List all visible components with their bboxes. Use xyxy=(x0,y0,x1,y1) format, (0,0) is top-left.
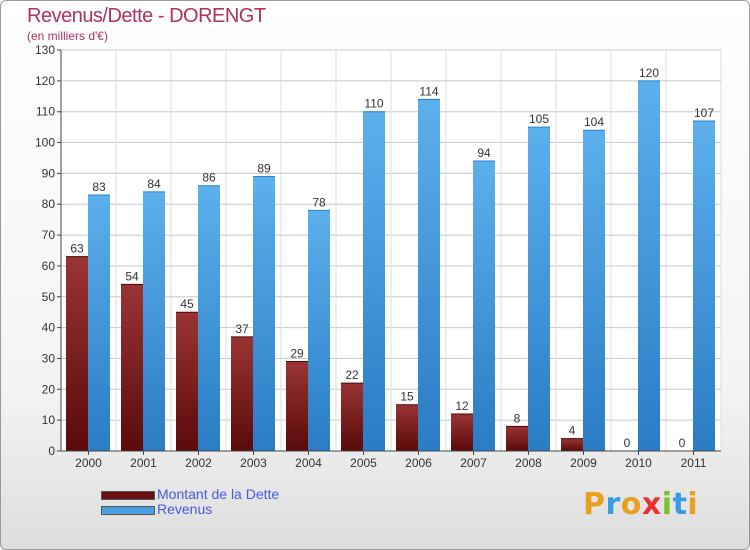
y-tick-label: 100 xyxy=(35,136,55,150)
chart-subtitle: (en milliers d'€) xyxy=(27,29,108,43)
y-tick-label: 0 xyxy=(48,444,55,458)
bar-revenue xyxy=(693,120,715,451)
logo-letter: P xyxy=(583,487,606,522)
bar-debt xyxy=(396,404,418,451)
x-tick-label: 2008 xyxy=(515,456,542,470)
y-tick-label: 10 xyxy=(42,413,56,427)
y-tick-label: 80 xyxy=(42,197,56,211)
data-label-revenue: 120 xyxy=(639,66,659,80)
proxiti-logo: Proxiti xyxy=(583,488,698,522)
bars xyxy=(66,80,715,452)
bar-debt xyxy=(451,413,473,451)
y-tick-label: 120 xyxy=(35,74,55,88)
logo-letter: o xyxy=(620,487,642,522)
x-tick-label: 2009 xyxy=(570,456,597,470)
x-tick-label: 2005 xyxy=(350,456,377,470)
data-label-revenue: 78 xyxy=(312,195,326,209)
bar-revenue xyxy=(253,176,275,451)
data-label-revenue: 86 xyxy=(202,171,216,185)
bar-debt xyxy=(231,336,253,451)
x-tick-label: 2007 xyxy=(460,456,487,470)
data-label-debt: 8 xyxy=(514,411,521,425)
data-label-debt: 0 xyxy=(624,436,631,450)
bar-revenue xyxy=(308,210,330,451)
x-tick-label: 2001 xyxy=(130,456,157,470)
logo-letter: x xyxy=(641,487,662,522)
legend-swatch-debt xyxy=(101,491,155,500)
bar-debt xyxy=(176,312,198,451)
x-tick-label: 2004 xyxy=(295,456,322,470)
data-label-revenue: 94 xyxy=(477,146,491,160)
data-labels: 63 83 54 84 45 86 37 89 29 78 22 110 15 114 12 94 8 105 4 1… xyxy=(70,66,714,450)
bar-revenue xyxy=(473,161,495,452)
data-label-debt: 37 xyxy=(235,322,249,336)
bar-revenue xyxy=(363,111,385,451)
data-label-revenue: 84 xyxy=(147,177,161,191)
data-label-revenue: 110 xyxy=(364,97,383,111)
x-tick-label: 2010 xyxy=(625,456,652,470)
bar-revenue xyxy=(583,130,605,451)
y-tick-label: 60 xyxy=(42,259,56,273)
data-label-revenue: 107 xyxy=(694,106,714,120)
data-label-debt: 45 xyxy=(180,297,194,311)
x-tick-label: 2002 xyxy=(185,456,212,470)
data-label-debt: 22 xyxy=(345,368,359,382)
bar-debt xyxy=(286,361,308,451)
bar-debt xyxy=(561,438,583,451)
y-tick-label: 30 xyxy=(42,351,56,365)
x-tick-label: 2006 xyxy=(405,456,432,470)
data-label-revenue: 83 xyxy=(92,180,106,194)
y-tick-label: 70 xyxy=(42,228,56,242)
bar-revenue xyxy=(528,127,550,451)
logo-letter: t xyxy=(672,487,688,522)
bar-revenue xyxy=(198,185,220,451)
data-label-revenue: 105 xyxy=(529,112,549,126)
logo-letter: r xyxy=(605,487,621,522)
y-tick-label: 50 xyxy=(42,290,56,304)
data-label-debt: 4 xyxy=(569,424,576,438)
x-tick-label: 2000 xyxy=(75,456,102,470)
legend-label-revenue: Revenus xyxy=(157,501,213,517)
legend-label-debt: Montant de la Dette xyxy=(157,486,280,502)
data-label-debt: 63 xyxy=(70,242,84,256)
y-tick-label: 110 xyxy=(36,105,55,119)
data-label-revenue: 89 xyxy=(257,161,271,175)
bar-debt xyxy=(66,256,88,451)
data-label-debt: 54 xyxy=(125,269,139,283)
y-tick-label: 90 xyxy=(42,166,56,180)
logo-letter: i xyxy=(687,487,699,522)
x-tick-label: 2011 xyxy=(681,456,707,470)
data-label-debt: 0 xyxy=(679,436,686,450)
grid xyxy=(60,49,722,452)
bar-revenue xyxy=(638,80,660,451)
bar-revenue xyxy=(418,99,440,451)
bar-debt xyxy=(121,284,143,451)
data-label-debt: 12 xyxy=(455,399,469,413)
bar-revenue xyxy=(143,191,165,451)
bar-debt xyxy=(341,383,363,451)
data-label-debt: 15 xyxy=(400,390,414,404)
logo-letter: i xyxy=(661,487,673,522)
bar-revenue xyxy=(88,194,110,451)
chart-title: Revenus/Dette - DORENGT xyxy=(27,5,266,27)
y-tick-label: 20 xyxy=(42,382,56,396)
y-tick-label: 130 xyxy=(35,43,55,57)
data-label-revenue: 104 xyxy=(584,115,604,129)
y-tick-label: 40 xyxy=(42,321,56,335)
legend-swatch-revenue xyxy=(101,506,155,515)
bar-debt xyxy=(506,426,528,451)
data-label-revenue: 114 xyxy=(419,84,438,98)
data-label-debt: 29 xyxy=(290,347,304,361)
x-tick-label: 2003 xyxy=(240,456,267,470)
